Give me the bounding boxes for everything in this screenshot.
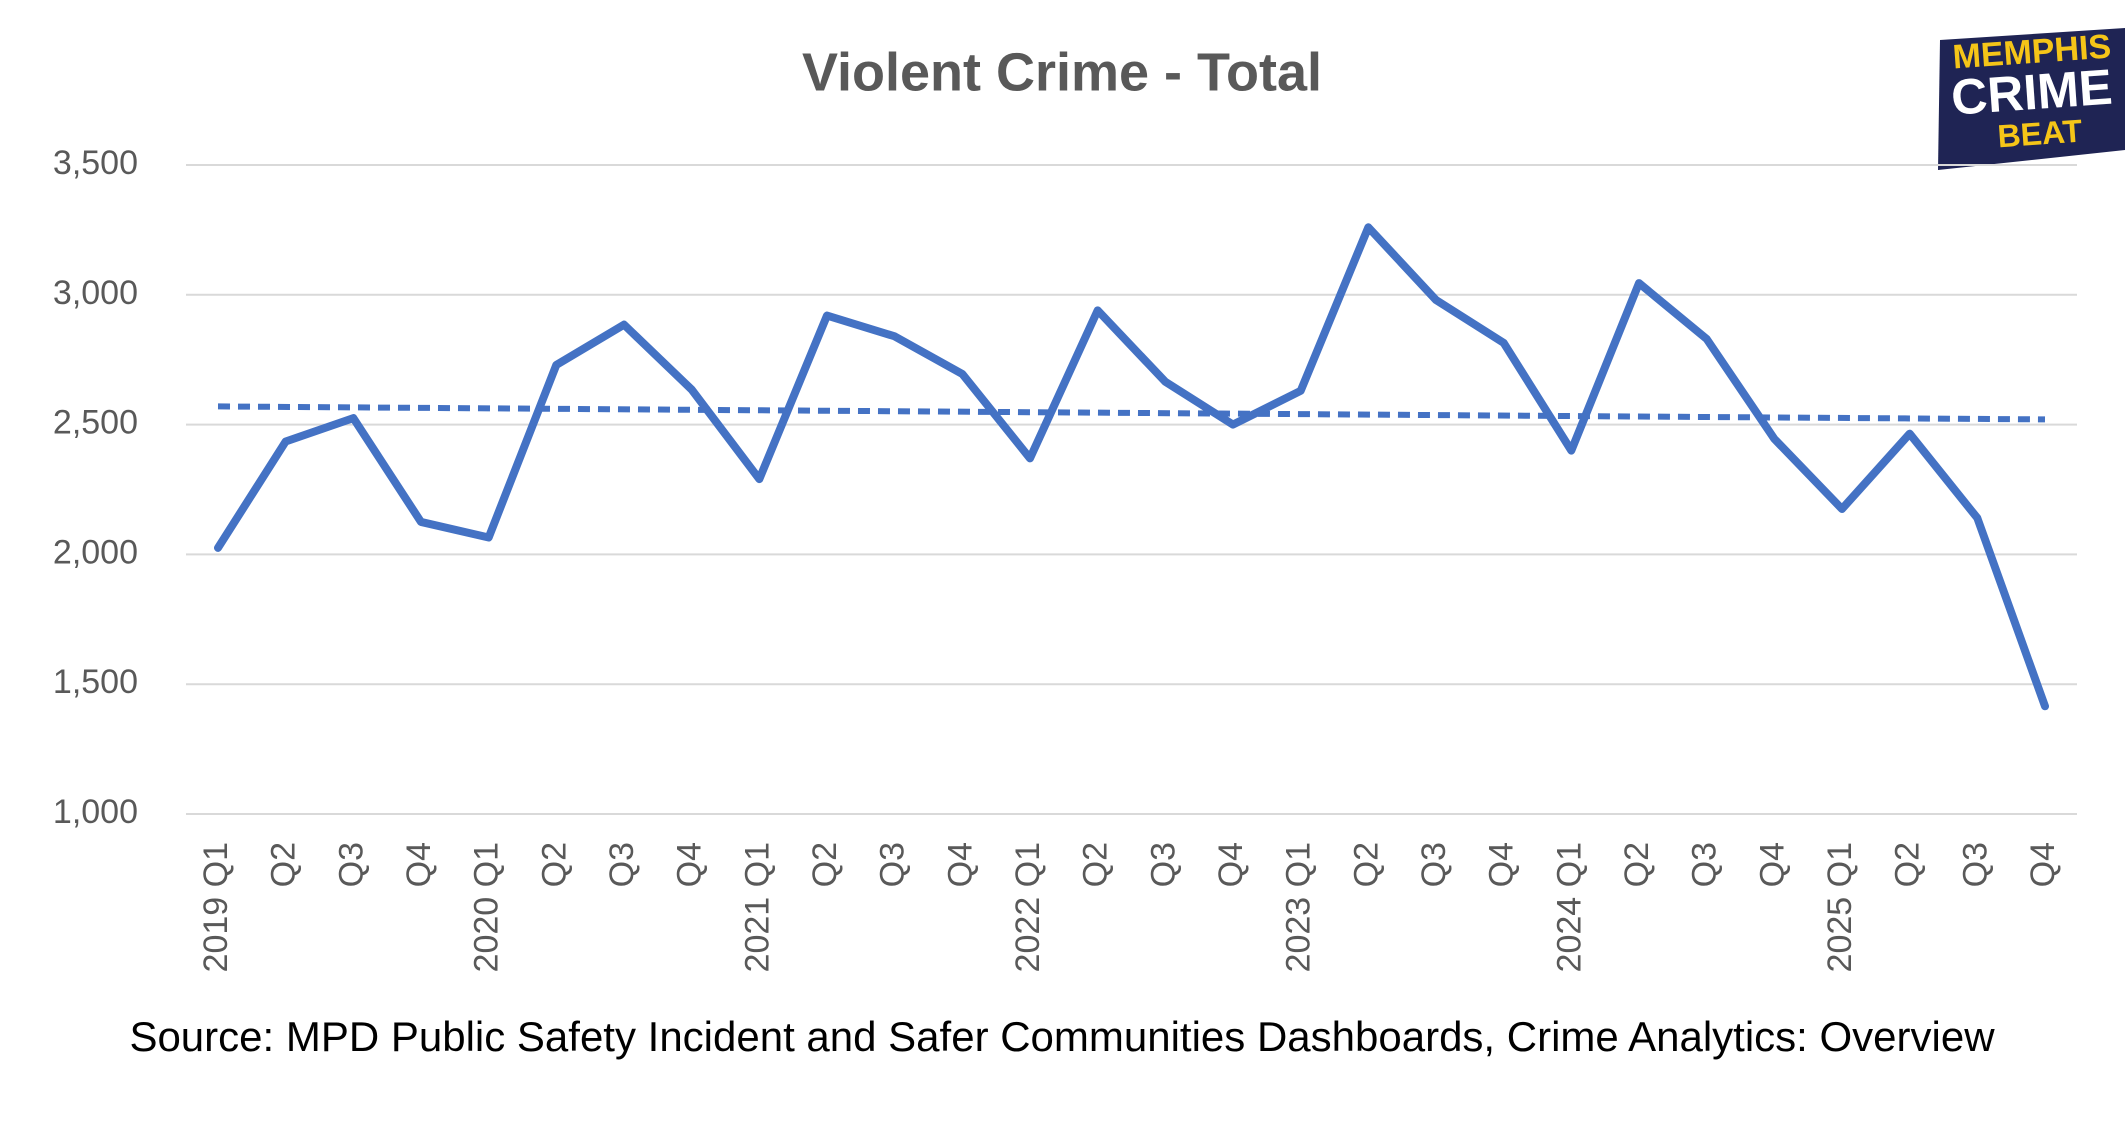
y-tick-label: 1,000 <box>53 793 138 831</box>
logo: MEMPHIS CRIME BEAT <box>1938 28 2125 170</box>
x-tick-label: 2019 Q1 <box>197 842 235 972</box>
x-tick-label: 2022 Q1 <box>1009 842 1047 972</box>
x-tick-label: Q2 <box>1077 842 1115 887</box>
x-tick-label: Q4 <box>400 842 438 887</box>
x-tick-label: 2023 Q1 <box>1280 842 1318 972</box>
x-tick-label: Q4 <box>1483 842 1521 887</box>
logo-text: BEAT <box>1996 113 2083 155</box>
x-tick-label: Q3 <box>1415 842 1453 887</box>
x-tick-label: Q3 <box>332 842 370 887</box>
x-tick-label: 2020 Q1 <box>468 842 506 972</box>
x-tick-label: Q4 <box>671 842 709 887</box>
x-tick-label: Q2 <box>1618 842 1656 887</box>
logo-background <box>1938 28 2125 170</box>
x-tick-label: Q4 <box>941 842 979 887</box>
x-tick-label: Q3 <box>1686 842 1724 887</box>
y-tick-label: 2,000 <box>53 533 138 571</box>
y-tick-label: 3,000 <box>53 274 138 312</box>
x-tick-label: 2021 Q1 <box>738 842 776 972</box>
x-tick-label: Q2 <box>806 842 844 887</box>
y-tick-label: 1,500 <box>53 663 138 701</box>
x-tick-label: Q4 <box>1753 842 1791 887</box>
chart-title: Violent Crime - Total <box>802 42 1322 102</box>
x-tick-label: Q3 <box>1144 842 1182 887</box>
x-tick-label: Q4 <box>1212 842 1250 887</box>
x-tick-label: Q3 <box>874 842 912 887</box>
y-tick-label: 3,500 <box>53 144 138 182</box>
x-tick-label: Q2 <box>1347 842 1385 887</box>
x-tick-label: Q2 <box>1889 842 1927 887</box>
x-tick-label: 2025 Q1 <box>1821 842 1859 972</box>
logo-text: CRIME <box>1949 59 2114 126</box>
x-tick-label: 2024 Q1 <box>1550 842 1588 972</box>
x-tick-label: Q2 <box>535 842 573 887</box>
x-tick-label: Q4 <box>2024 842 2062 887</box>
trend-line <box>217 403 2046 423</box>
x-tick-label: Q2 <box>265 842 303 887</box>
x-tick-label: Q3 <box>1956 842 1994 887</box>
y-tick-label: 2,500 <box>53 404 138 442</box>
source-note: Source: MPD Public Safety Incident and S… <box>129 1013 1995 1060</box>
data-line <box>214 223 2049 711</box>
x-tick-label: Q3 <box>603 842 641 887</box>
